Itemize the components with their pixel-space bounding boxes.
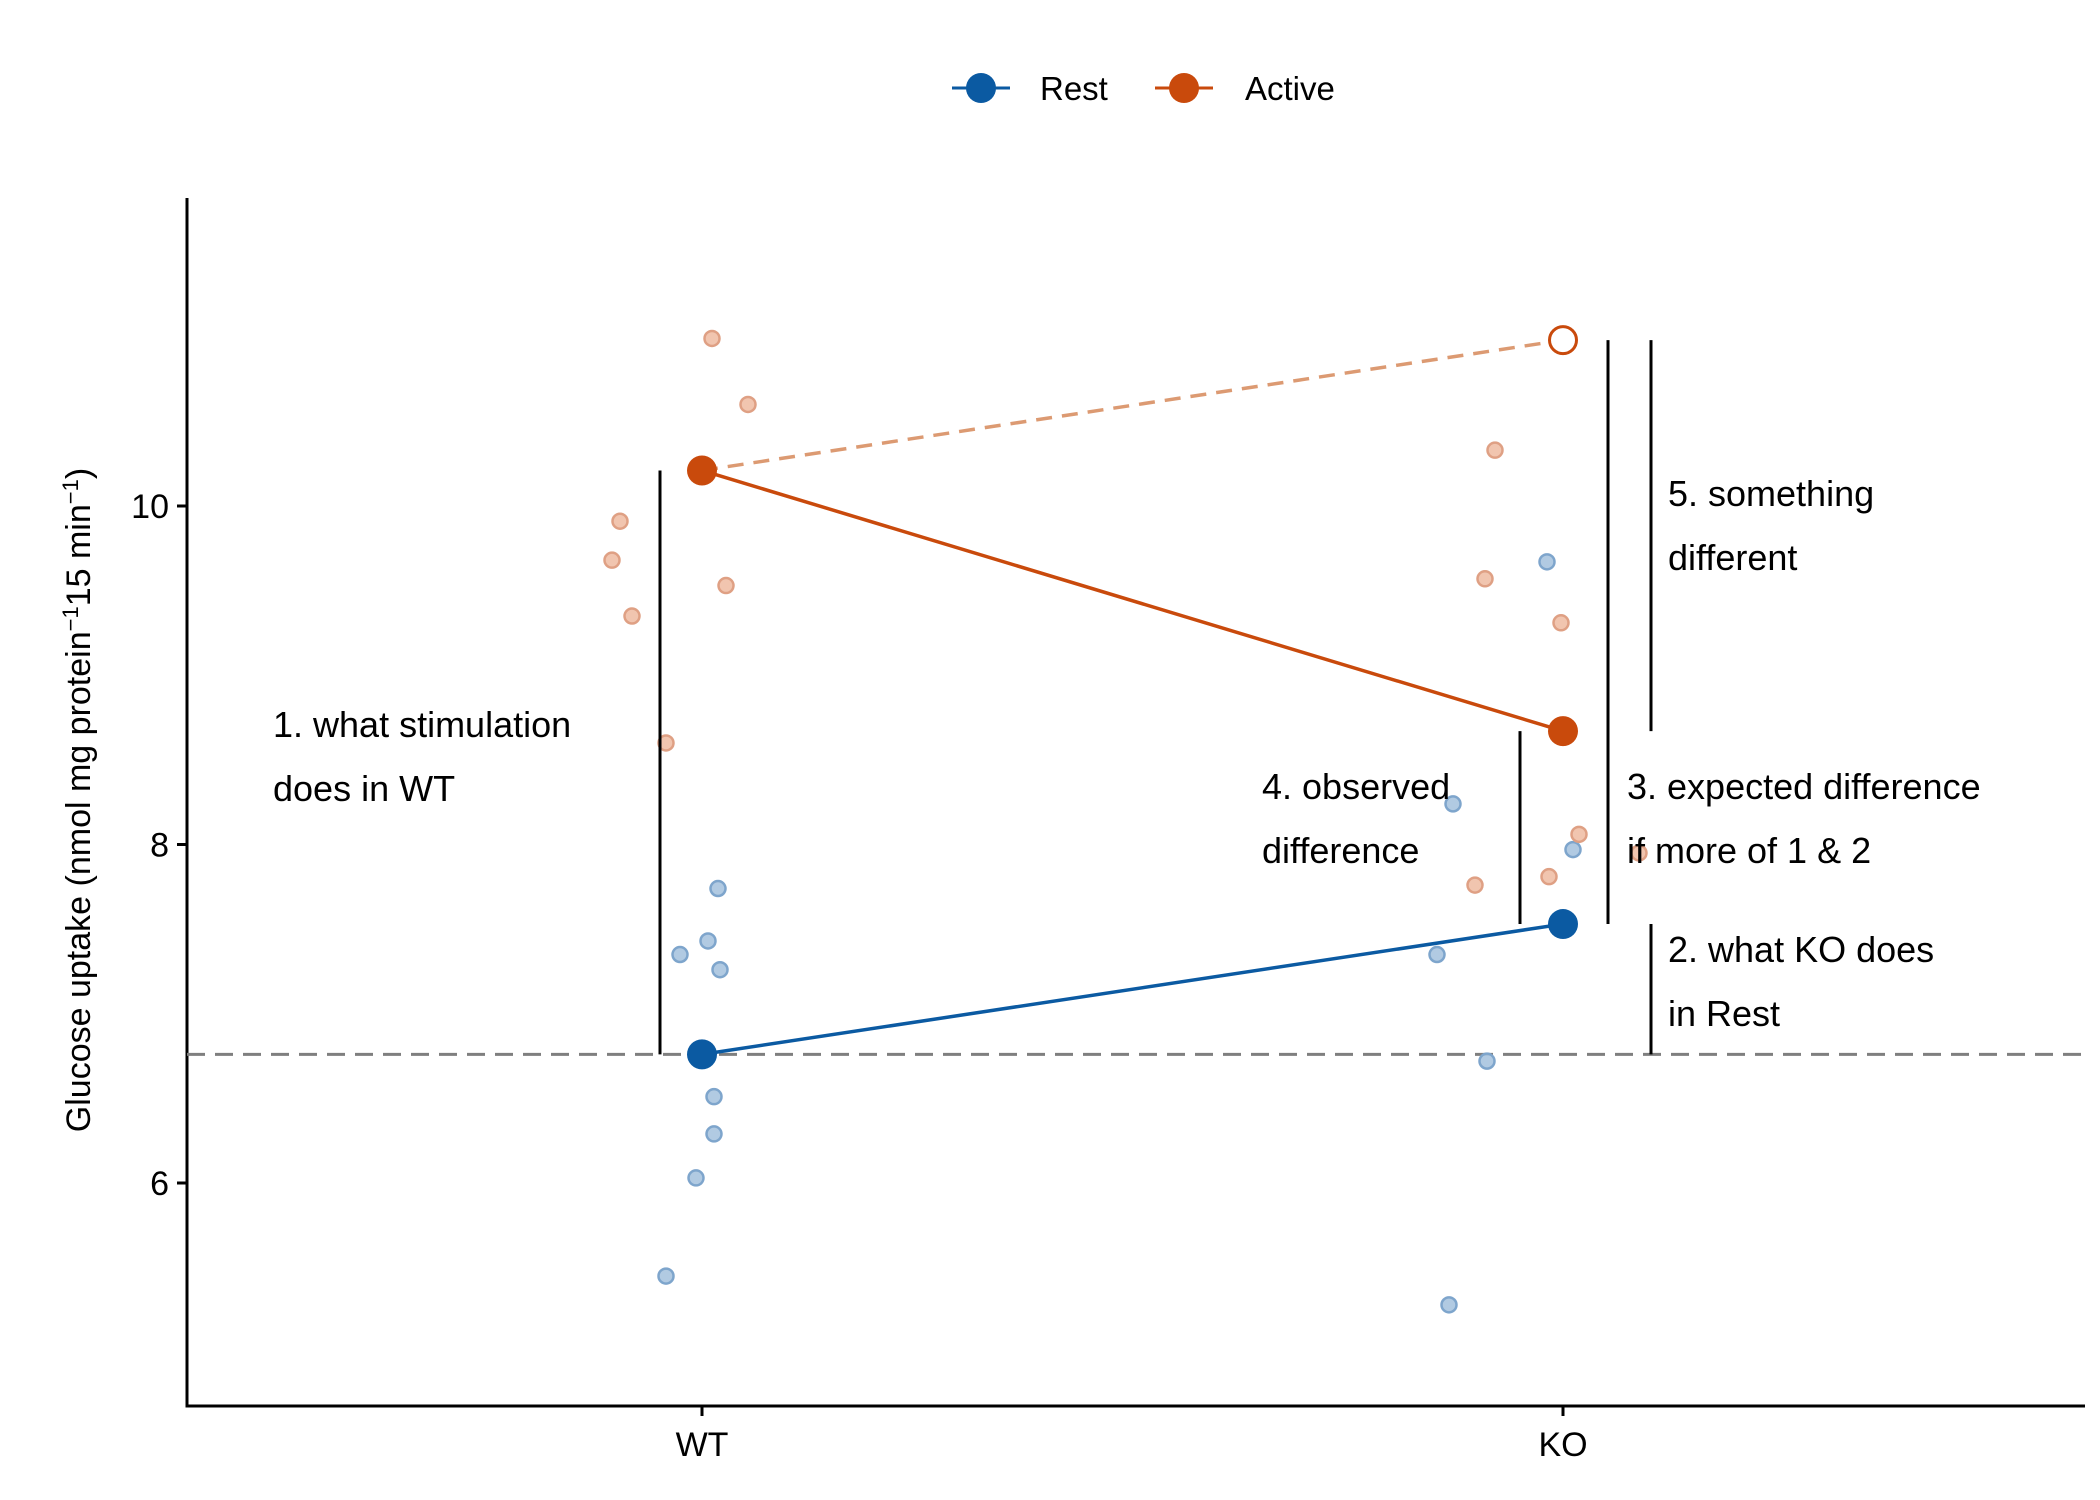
annotation-2-ko-rest-line-1: 2. what KO does: [1668, 929, 1934, 970]
point-active-ko: [1486, 441, 1504, 459]
annotation-3-expected-difference-line-2: if more of 1 & 2: [1627, 830, 1871, 871]
y-axis-title-part-3: ): [60, 468, 98, 479]
mean-lines: [687, 325, 1578, 1070]
point-active-wt: [717, 576, 735, 595]
point-rest-ko: [1440, 1296, 1458, 1314]
point-rest-wt: [699, 932, 717, 950]
point-rest-wt: [705, 1125, 723, 1143]
point-active-ko: [1630, 844, 1648, 862]
y-axis-title-sup-1: −1: [58, 606, 83, 631]
point-active-wt: [703, 329, 721, 348]
y-axis-title-sup-2: −1: [58, 479, 83, 504]
y-tick-label: 8: [150, 827, 169, 865]
x-tick-label-wt: WT: [676, 1426, 729, 1464]
y-axis-title-part-2: 15 min: [60, 504, 98, 606]
mean-line-active: [701, 468, 1564, 733]
mean-point-active-wt: [687, 455, 717, 486]
annotation-4-observed-difference-line-1: 4. observed: [1262, 766, 1450, 807]
annotation-5-something-different-line-1: 5. something: [1668, 473, 1874, 514]
annotation-4-observed-difference-line-2: difference: [1262, 830, 1419, 871]
annotation-5-something-different-line-2: different: [1668, 537, 1797, 578]
y-axis-title-part-1: Glucose uptake (nmol mg protein: [60, 631, 98, 1132]
point-active-ko: [1570, 825, 1588, 844]
annotation-3-expected-difference-line-1: 3. expected difference: [1627, 766, 1981, 807]
point-active-ko: [1476, 570, 1494, 588]
annotation-2-ko-rest-line-2: in Rest: [1668, 993, 1780, 1034]
legend-rest-label: Rest: [1040, 70, 1108, 107]
point-rest-wt: [671, 945, 689, 964]
point-rest-ko: [1538, 553, 1556, 571]
expected-active-ko-point: [1548, 325, 1578, 356]
point-rest-wt: [705, 1087, 723, 1106]
point-rest-wt: [709, 879, 727, 898]
point-rest-wt: [657, 1267, 675, 1285]
point-active-ko: [1466, 876, 1484, 894]
point-active-ko: [1540, 867, 1558, 886]
y-tick-label: 10: [131, 488, 169, 526]
mean-line-rest: [701, 922, 1564, 1057]
point-active-ko: [1552, 614, 1570, 632]
x-tick-label-ko: KO: [1538, 1426, 1587, 1464]
point-rest-ko: [1564, 840, 1582, 859]
point-active-wt: [739, 395, 757, 414]
raw-points: [603, 329, 1648, 1314]
y-tick-label: 6: [150, 1165, 169, 1203]
y-axis-title: Glucose uptake (nmol mg protein−115 min−…: [58, 468, 99, 1132]
point-rest-wt: [711, 960, 729, 979]
legend-active-marker: [1169, 73, 1199, 103]
point-rest-ko: [1428, 945, 1446, 964]
expected-active-dashed-line: [701, 338, 1564, 473]
mean-point-rest-wt: [687, 1039, 717, 1070]
point-rest-wt: [687, 1169, 705, 1187]
annotation-brackets: [658, 340, 1653, 1055]
legend-active-label: Active: [1245, 70, 1335, 107]
annotation-1-stimulation-wt-line-1: 1. what stimulation: [273, 704, 571, 745]
legend: Rest Active: [952, 70, 1335, 107]
legend-rest-marker: [966, 73, 996, 103]
point-active-wt: [603, 551, 621, 569]
point-rest-ko: [1444, 795, 1462, 813]
annotation-1-stimulation-wt-line-2: does in WT: [273, 768, 455, 809]
axes: 6 8 10 WT KO: [131, 198, 2085, 1464]
point-active-wt: [623, 607, 641, 625]
point-rest-ko: [1478, 1052, 1496, 1070]
point-active-wt: [611, 512, 629, 530]
annotation-labels: 1. what stimulation does in WT 2. what KO …: [273, 473, 1981, 1034]
mean-point-active-ko: [1548, 716, 1578, 747]
mean-point-rest-ko: [1548, 909, 1578, 940]
